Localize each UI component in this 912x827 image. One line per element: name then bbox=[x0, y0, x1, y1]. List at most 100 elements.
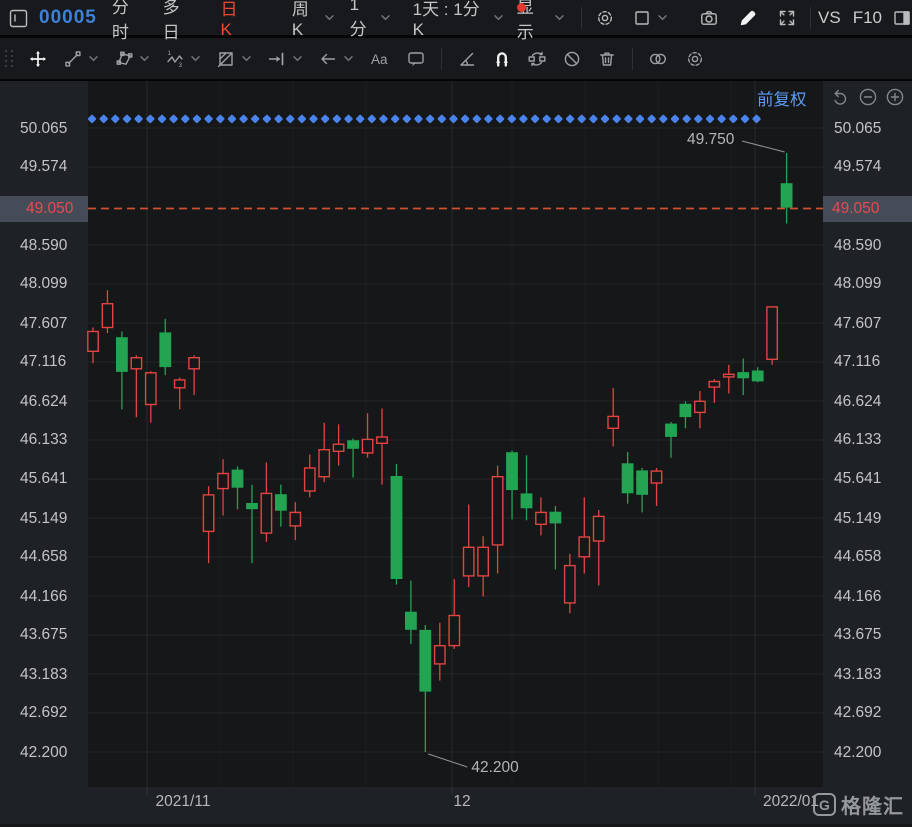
price-tick: 47.116 bbox=[834, 353, 881, 370]
zoom-controls bbox=[831, 87, 905, 107]
price-tick: 42.200 bbox=[834, 744, 882, 761]
delete-drawings-icon[interactable] bbox=[597, 49, 617, 69]
right-panel-icon[interactable] bbox=[892, 8, 912, 28]
tab-1天 : 1分K[interactable]: 1天 : 1分K bbox=[413, 0, 504, 40]
tab-多日[interactable]: 多日 bbox=[163, 0, 196, 43]
gann-box-tool-icon[interactable] bbox=[216, 49, 252, 69]
price-tick: 45.641 bbox=[20, 470, 68, 487]
tab-label: 周K bbox=[291, 0, 309, 39]
notification-dot bbox=[517, 3, 526, 12]
toolbar-divider bbox=[441, 47, 442, 70]
chart-style-icon[interactable] bbox=[632, 8, 668, 28]
price-tick: 43.183 bbox=[20, 666, 68, 683]
f10-button[interactable]: F10 bbox=[852, 7, 882, 27]
toolbar-divider bbox=[632, 47, 633, 70]
price-tick: 42.692 bbox=[834, 704, 882, 721]
camera-icon[interactable] bbox=[699, 8, 719, 28]
drawbar-settings-icon[interactable] bbox=[685, 49, 705, 69]
chevron-down-icon[interactable] bbox=[190, 53, 201, 64]
low-price-annotation: 42.200 bbox=[471, 759, 519, 776]
price-tick: 48.099 bbox=[834, 275, 882, 292]
tab-label: 分时 bbox=[111, 0, 129, 42]
price-tick: 46.133 bbox=[834, 431, 882, 448]
chevron-down-icon[interactable] bbox=[292, 53, 303, 64]
undo-icon[interactable] bbox=[831, 87, 851, 107]
tab-label: 日K bbox=[220, 0, 238, 39]
move-tool-icon[interactable] bbox=[28, 49, 48, 69]
symbol-code[interactable]: 00005 bbox=[39, 6, 97, 28]
horizontal-ray-tool-icon[interactable] bbox=[267, 49, 303, 69]
price-tick: 43.675 bbox=[20, 626, 68, 643]
price-tick: 44.166 bbox=[834, 588, 882, 605]
price-tick: 42.200 bbox=[20, 744, 68, 761]
price-tick: 49.574 bbox=[20, 158, 68, 175]
time-axis[interactable]: 2021/11 12 2022/01 bbox=[0, 787, 912, 824]
chevron-down-icon[interactable] bbox=[657, 12, 668, 23]
tab-1分[interactable]: 1分 bbox=[350, 0, 391, 40]
candlestick-chart[interactable] bbox=[0, 81, 912, 824]
high-price-annotation: 49.750 bbox=[687, 131, 735, 148]
price-tick: 44.658 bbox=[834, 548, 882, 565]
price-tick: 44.166 bbox=[20, 588, 68, 605]
zoom-out-icon[interactable] bbox=[858, 87, 878, 107]
price-tick: 50.065 bbox=[20, 120, 68, 137]
chart-pane-icon[interactable] bbox=[8, 8, 28, 28]
current-price-tag: 49.050 bbox=[823, 196, 912, 222]
time-tick: 12 bbox=[453, 793, 471, 810]
price-tick: 48.590 bbox=[20, 237, 68, 254]
magnet-tool-icon[interactable] bbox=[492, 49, 512, 69]
time-tick: 2021/11 bbox=[155, 793, 211, 810]
adjustment-mode-label[interactable]: 前复权 bbox=[757, 91, 807, 109]
price-tick: 49.574 bbox=[834, 158, 882, 175]
arrow-left-tool-icon[interactable] bbox=[318, 49, 354, 69]
draw-pencil-icon[interactable] bbox=[738, 8, 758, 28]
chevron-down-icon[interactable] bbox=[139, 53, 150, 64]
tab-周K[interactable]: 周K bbox=[292, 0, 335, 40]
price-tick: 43.183 bbox=[834, 666, 882, 683]
price-tick: 50.065 bbox=[834, 120, 882, 137]
pitchfork-tool-icon[interactable] bbox=[114, 49, 150, 69]
price-tick: 45.149 bbox=[20, 510, 68, 527]
gelonghui-logo-icon: G bbox=[813, 793, 836, 816]
price-tick: 48.099 bbox=[20, 275, 68, 292]
vs-button[interactable]: VS bbox=[818, 7, 841, 27]
drawing-tools: 1 3 Aa bbox=[13, 47, 705, 70]
price-tick: 46.624 bbox=[834, 393, 882, 410]
tab-日K[interactable]: 日K bbox=[220, 0, 247, 40]
price-tick: 45.149 bbox=[834, 510, 882, 527]
chevron-down-icon[interactable] bbox=[88, 53, 99, 64]
fullscreen-icon[interactable] bbox=[777, 8, 797, 28]
tab-label: 1天 : 1分K bbox=[412, 0, 480, 39]
price-tick: 47.607 bbox=[834, 315, 882, 332]
tab-分时[interactable]: 分时 bbox=[112, 0, 145, 43]
price-tick: 46.133 bbox=[20, 431, 68, 448]
svg-text:Aa: Aa bbox=[371, 52, 388, 67]
chevron-down-icon[interactable] bbox=[343, 53, 354, 64]
price-tick: 47.116 bbox=[20, 353, 67, 370]
chevron-down-icon[interactable] bbox=[241, 53, 252, 64]
drag-handle-icon[interactable] bbox=[5, 50, 13, 67]
price-tick: 48.590 bbox=[834, 237, 882, 254]
zoom-in-icon[interactable] bbox=[885, 87, 905, 107]
drawing-toolbar: 1 3 Aa bbox=[0, 38, 912, 81]
sync-drawings-icon[interactable] bbox=[527, 49, 547, 69]
compare-circles-icon[interactable] bbox=[648, 49, 670, 69]
text-tool-icon[interactable]: Aa bbox=[369, 49, 391, 69]
svg-text:3: 3 bbox=[179, 62, 183, 69]
angle-tool-icon[interactable] bbox=[457, 49, 477, 69]
chevron-down-icon[interactable] bbox=[324, 12, 335, 23]
chevron-down-icon[interactable] bbox=[554, 12, 565, 23]
current-price-tag: 49.050 bbox=[0, 196, 88, 222]
callout-tool-icon[interactable] bbox=[406, 49, 426, 69]
chevron-down-icon[interactable] bbox=[493, 12, 504, 23]
chevron-down-icon[interactable] bbox=[380, 12, 391, 23]
hide-drawings-icon[interactable] bbox=[562, 49, 582, 69]
trendline-tool-icon[interactable] bbox=[63, 49, 99, 69]
settings-icon[interactable] bbox=[595, 8, 615, 28]
price-tick: 44.658 bbox=[20, 548, 68, 565]
chart-region: 50.065 49.574 48.590 48.099 47.607 47.116 46.6… bbox=[0, 81, 912, 827]
